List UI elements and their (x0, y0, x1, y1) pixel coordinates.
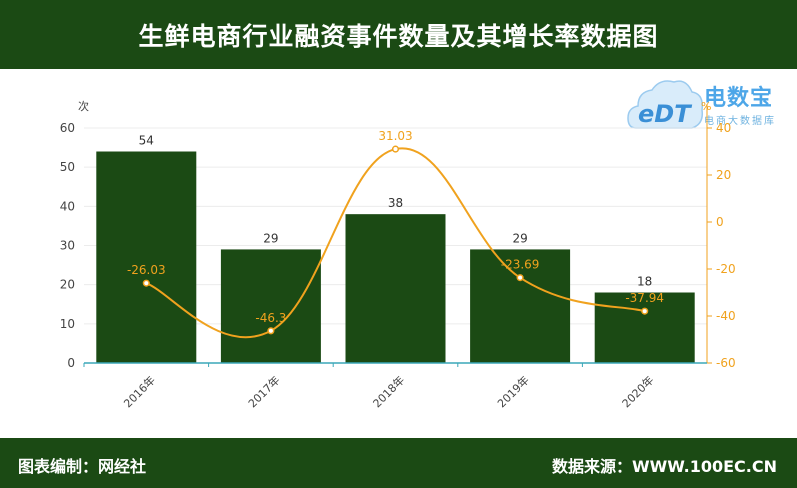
x-tick-label: 2017年 (245, 373, 282, 410)
logo-subtitle: 电商大数据库 (704, 116, 776, 127)
bar-value-label: 38 (388, 196, 403, 210)
bar-value-label: 29 (263, 231, 278, 245)
line-value-label: 31.03 (378, 129, 412, 143)
line-point (641, 307, 649, 315)
cloud-logo-icon (627, 80, 704, 129)
bar (96, 151, 197, 363)
footer-source: 数据来源：WWW.100EC.CN (551, 457, 777, 476)
logo-text: 电数宝 (704, 86, 774, 111)
bar-value-label: 54 (139, 134, 154, 148)
y-right-tick-label: -40 (716, 309, 736, 323)
line-point (267, 327, 275, 335)
x-tick-label: 2020年 (619, 373, 656, 410)
y-left-unit: 次 (78, 99, 89, 113)
y-left-tick-label: 50 (60, 160, 75, 174)
footer-bar: 图表编制：网经社 数据来源：WWW.100EC.CN (0, 438, 797, 488)
line-point (516, 274, 524, 282)
x-tick-label: 2018年 (370, 373, 407, 410)
y-right-tick-label: 20 (716, 168, 731, 182)
y-left-tick-label: 0 (67, 356, 75, 370)
bar (470, 249, 571, 363)
bar-value-label: 29 (512, 231, 527, 245)
logo: eDT 电数宝 电商大数据库 (626, 72, 794, 136)
header-bar: 生鲜电商行业融资事件数量及其增长率数据图 (0, 0, 797, 69)
y-left-tick-label: 30 (60, 239, 75, 253)
line-value-label: -37.94 (625, 291, 664, 305)
y-right-unit: % (701, 100, 711, 113)
bar (594, 292, 695, 363)
bar (220, 249, 321, 363)
logo-mark: eDT (638, 100, 691, 128)
y-right-tick-label: 40 (716, 121, 731, 135)
y-left-tick-label: 60 (60, 121, 75, 135)
line-point (142, 279, 150, 287)
y-left-tick-label: 20 (60, 278, 75, 292)
y-right-tick-label: 0 (716, 215, 724, 229)
chart-area: 0 10 20 30 40 50 60次 -60 -40 -20 0 20 40% 54 29 38 29 18 2… (60, 99, 736, 410)
bar (345, 214, 446, 363)
y-left-tick-label: 40 (60, 199, 75, 213)
y-right-tick-label: -20 (716, 262, 736, 276)
line-value-label: -26.03 (127, 263, 166, 277)
x-tick-label: 2016年 (121, 373, 158, 410)
bar-value-label: 18 (637, 275, 652, 289)
y-left-tick-label: 10 (60, 317, 75, 331)
chart-title: 生鲜电商行业融资事件数量及其增长率数据图 (138, 21, 659, 51)
y-right-tick-label: -60 (716, 356, 736, 370)
x-tick-label: 2019年 (494, 373, 531, 410)
line-point (391, 145, 400, 153)
footer-credit: 图表编制：网经社 (18, 457, 147, 476)
line-value-label: -23.69 (501, 258, 540, 272)
line-value-label: -46.3 (255, 311, 286, 325)
